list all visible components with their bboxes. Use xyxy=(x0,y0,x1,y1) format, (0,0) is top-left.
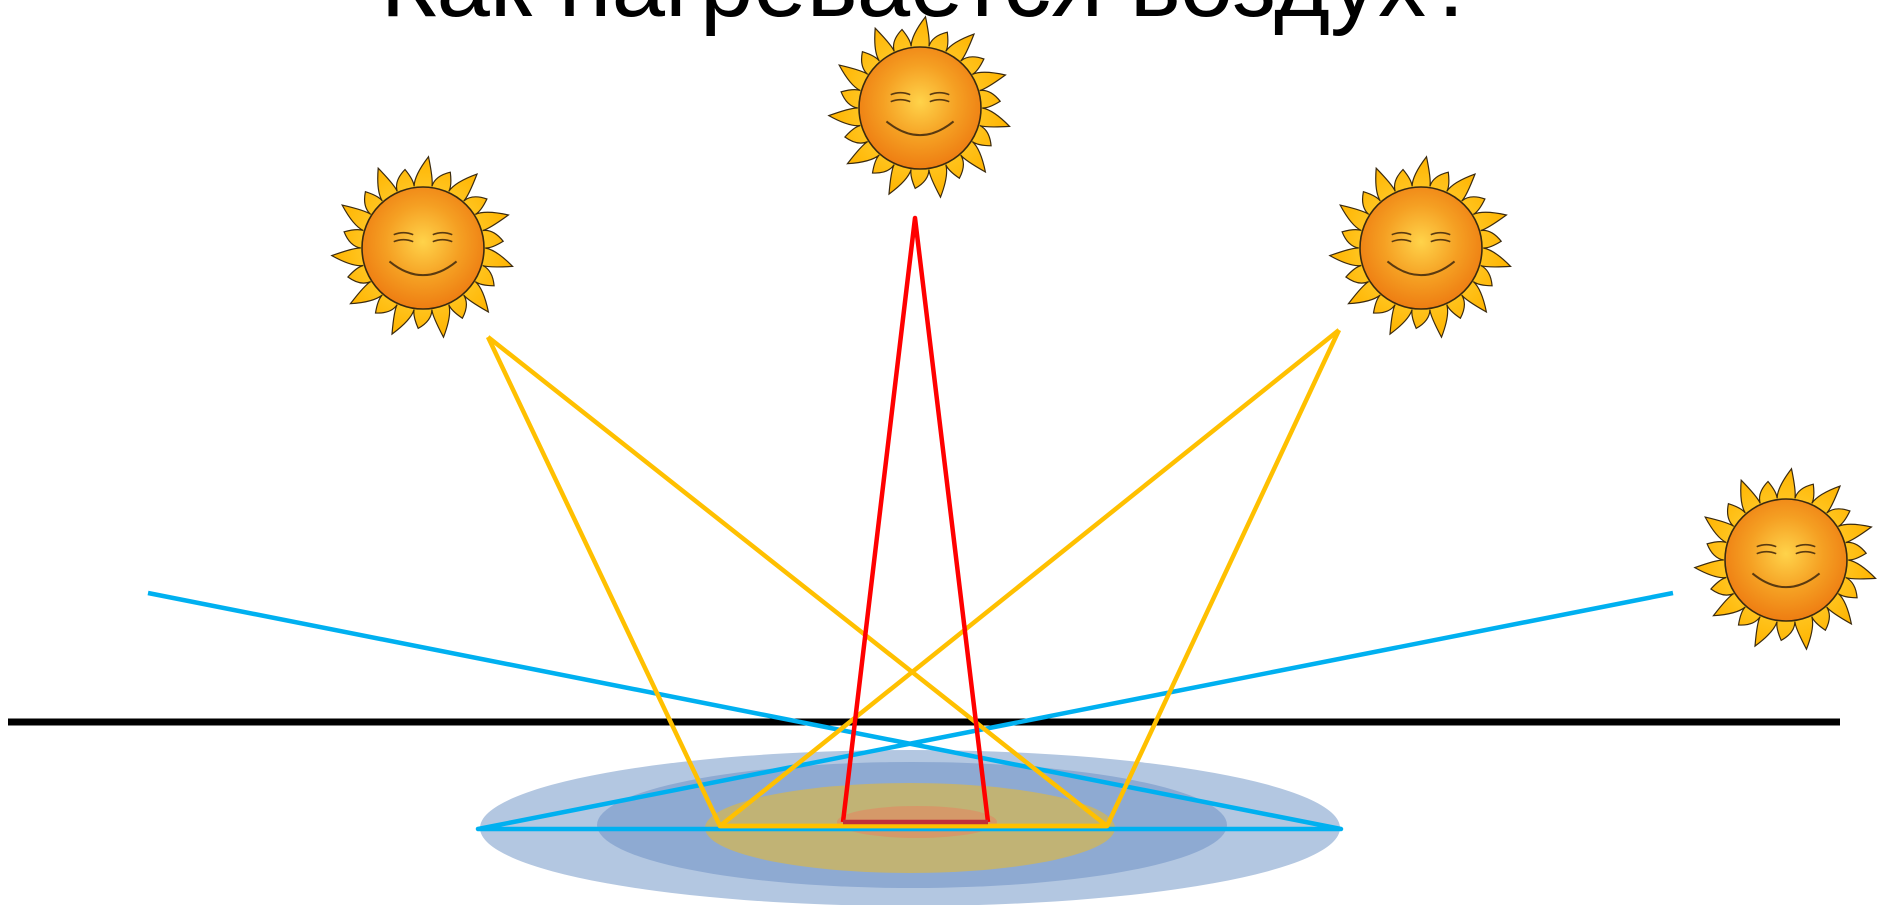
sun-eye xyxy=(1391,231,1412,236)
suns xyxy=(330,15,1877,651)
sun-eye xyxy=(1391,238,1412,243)
sun-eye xyxy=(1795,550,1816,555)
sun-eye xyxy=(929,98,950,103)
oblique-rays-crossed xyxy=(486,328,1341,829)
sun-smile xyxy=(885,120,955,136)
sun-eye xyxy=(1795,543,1816,548)
sun-eye xyxy=(1756,543,1777,548)
sun-disc xyxy=(858,46,982,170)
sun-smile xyxy=(1751,572,1821,588)
sun-eye xyxy=(1756,550,1777,555)
sun-eye xyxy=(1430,238,1451,243)
sun-icon-low xyxy=(1693,467,1877,651)
sun-icon-right xyxy=(1328,155,1512,339)
sun-eye xyxy=(890,91,911,96)
sun-eye xyxy=(1430,231,1451,236)
sun-eye xyxy=(890,98,911,103)
sun-disc xyxy=(1724,498,1848,622)
sun-icon-top xyxy=(827,15,1011,199)
sun-eye xyxy=(432,238,453,243)
vertical-rays xyxy=(840,215,991,823)
sun-eye xyxy=(393,238,414,243)
sun-eye xyxy=(393,231,414,236)
slide-title: Как нагревается воздух? xyxy=(381,0,1480,37)
sun-icon-left xyxy=(330,155,514,339)
sun-smile xyxy=(388,260,458,276)
sun-disc xyxy=(361,186,485,310)
sun-eye xyxy=(432,231,453,236)
low-angle-rays xyxy=(147,590,1674,832)
sun-smile xyxy=(1386,260,1456,276)
sun-eye xyxy=(929,91,950,96)
sun-disc xyxy=(1359,186,1483,310)
